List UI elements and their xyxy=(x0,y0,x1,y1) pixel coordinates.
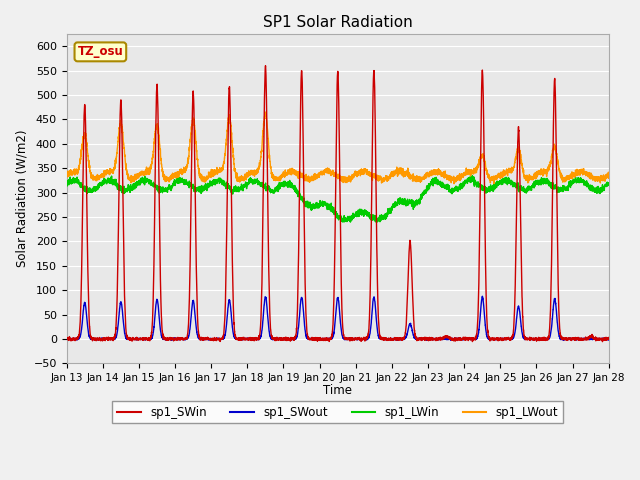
Title: SP1 Solar Radiation: SP1 Solar Radiation xyxy=(263,15,413,30)
Y-axis label: Solar Radiation (W/m2): Solar Radiation (W/m2) xyxy=(15,130,28,267)
X-axis label: Time: Time xyxy=(323,384,352,397)
Legend: sp1_SWin, sp1_SWout, sp1_LWin, sp1_LWout: sp1_SWin, sp1_SWout, sp1_LWin, sp1_LWout xyxy=(112,401,563,423)
Text: TZ_osu: TZ_osu xyxy=(77,45,124,59)
